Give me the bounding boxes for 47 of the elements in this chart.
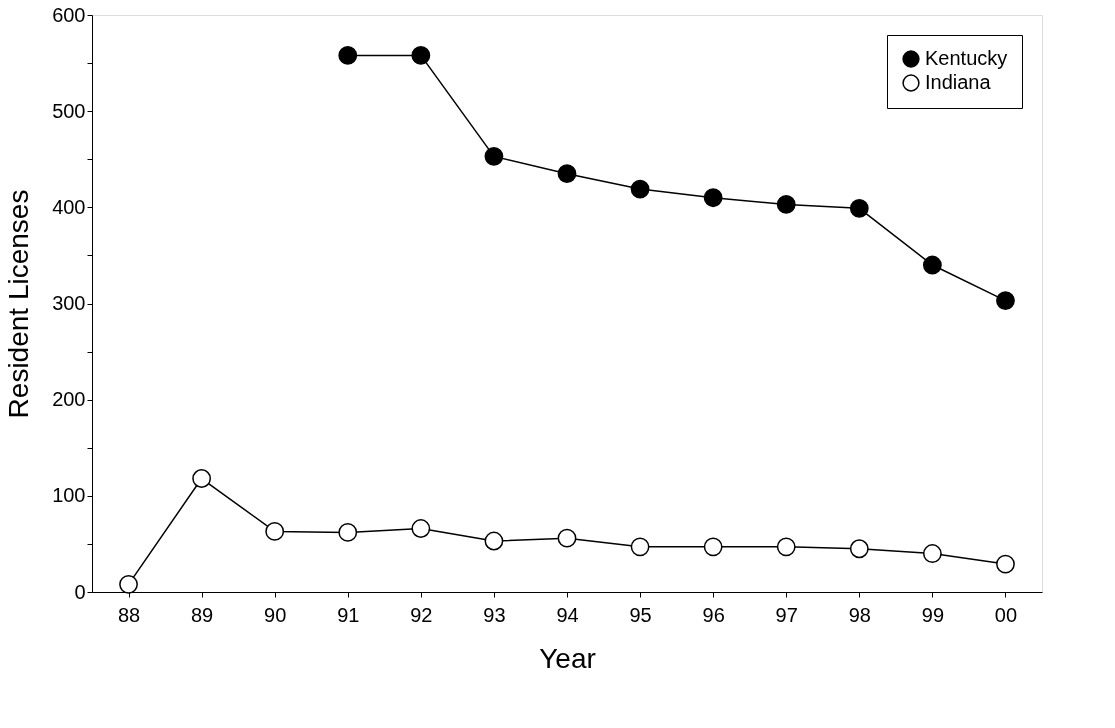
point xyxy=(922,544,942,563)
y-tick-label: 400 xyxy=(52,195,86,218)
y-tick-label: 0 xyxy=(74,580,86,603)
y-tick-label: 100 xyxy=(52,484,86,507)
x-tick-label: 97 xyxy=(775,603,798,626)
y-tick-label: 300 xyxy=(52,292,86,314)
point xyxy=(630,179,650,199)
point xyxy=(630,537,650,557)
point xyxy=(849,539,869,559)
point xyxy=(338,46,358,65)
x-tick-label: 00 xyxy=(994,603,1018,626)
point xyxy=(996,291,1015,311)
point xyxy=(557,528,577,548)
x-tick-label: 95 xyxy=(629,603,652,626)
legend-label: Indiana xyxy=(925,71,992,93)
point xyxy=(776,537,796,557)
x-tick-label: 89 xyxy=(190,603,214,626)
y-tick-label: 500 xyxy=(52,99,86,122)
x-tick-label: 88 xyxy=(117,603,141,626)
point xyxy=(776,195,796,214)
point xyxy=(484,146,504,166)
x-tick-label: 91 xyxy=(337,603,360,626)
legend-label: Kentucky xyxy=(925,47,1008,69)
y-tick-label: 200 xyxy=(52,388,86,411)
point xyxy=(922,255,942,275)
x-tick-label: 90 xyxy=(264,603,287,626)
y-axis-title: Resident Licenses xyxy=(3,189,35,419)
x-tick-label: 93 xyxy=(483,603,506,626)
point xyxy=(338,522,358,542)
point xyxy=(484,531,504,551)
point xyxy=(119,574,138,594)
point xyxy=(411,519,431,538)
point xyxy=(192,469,212,488)
x-tick-label: 92 xyxy=(410,603,433,626)
x-tick-label: 94 xyxy=(556,603,579,626)
point xyxy=(411,46,431,65)
point xyxy=(703,188,723,208)
point xyxy=(996,554,1015,574)
x-tick-label: 99 xyxy=(921,603,945,626)
x-tick-label: 98 xyxy=(848,603,871,626)
point xyxy=(557,164,577,184)
point xyxy=(849,198,869,218)
point xyxy=(265,522,285,541)
x-tick-label: 96 xyxy=(702,603,725,626)
y-tick-label: 600 xyxy=(52,3,86,26)
point xyxy=(703,537,723,557)
x-axis-title: Year xyxy=(539,642,596,674)
